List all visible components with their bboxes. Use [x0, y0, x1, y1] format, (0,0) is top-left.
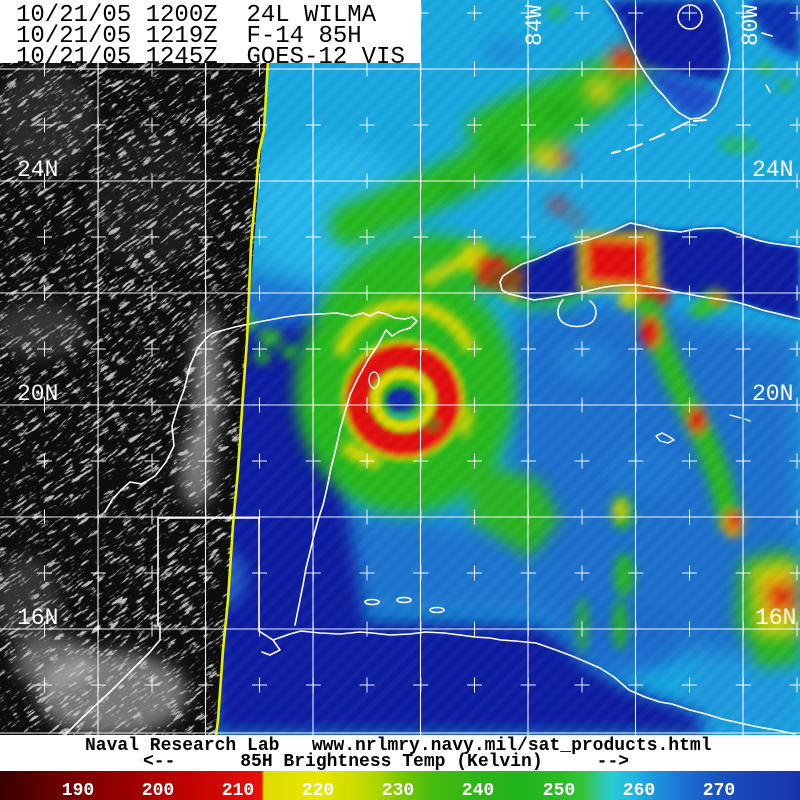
svg-text:20N: 20N	[17, 381, 58, 407]
svg-text:80W: 80W	[738, 4, 764, 46]
svg-text:210: 210	[222, 781, 254, 800]
svg-text:220: 220	[302, 781, 334, 800]
svg-text:190: 190	[62, 781, 94, 800]
svg-text:84W: 84W	[522, 4, 548, 46]
svg-text:<-- 85H Brightness Temp (: <-- 85H Brightness Temp (Kelvin) -->	[143, 752, 629, 772]
svg-text:10/21/05 1200Z 24L WILMA: 10/21/05 1200Z 24L WILMA	[16, 2, 377, 29]
svg-text:20N: 20N	[752, 381, 793, 407]
svg-text:230: 230	[382, 781, 414, 800]
svg-text:270: 270	[703, 781, 735, 800]
svg-text:16N: 16N	[17, 605, 58, 631]
svg-text:240: 240	[462, 781, 494, 800]
svg-text:16N: 16N	[755, 605, 796, 631]
svg-text:Naval Research Lab www.nrlmr: Naval Research Lab www.nrlmry.navy.mil/s…	[85, 736, 712, 756]
svg-text:260: 260	[623, 781, 655, 800]
svg-text:200: 200	[142, 781, 174, 800]
svg-text:10/21/05 1219Z F-14 85H: 10/21/05 1219Z F-14 85H	[16, 23, 362, 50]
svg-text:10/21/05 1245Z GOES-12 VIS: 10/21/05 1245Z GOES-12 VIS	[16, 44, 405, 71]
svg-text:24N: 24N	[17, 157, 58, 183]
svg-text:250: 250	[543, 781, 575, 800]
svg-text:24N: 24N	[752, 157, 793, 183]
